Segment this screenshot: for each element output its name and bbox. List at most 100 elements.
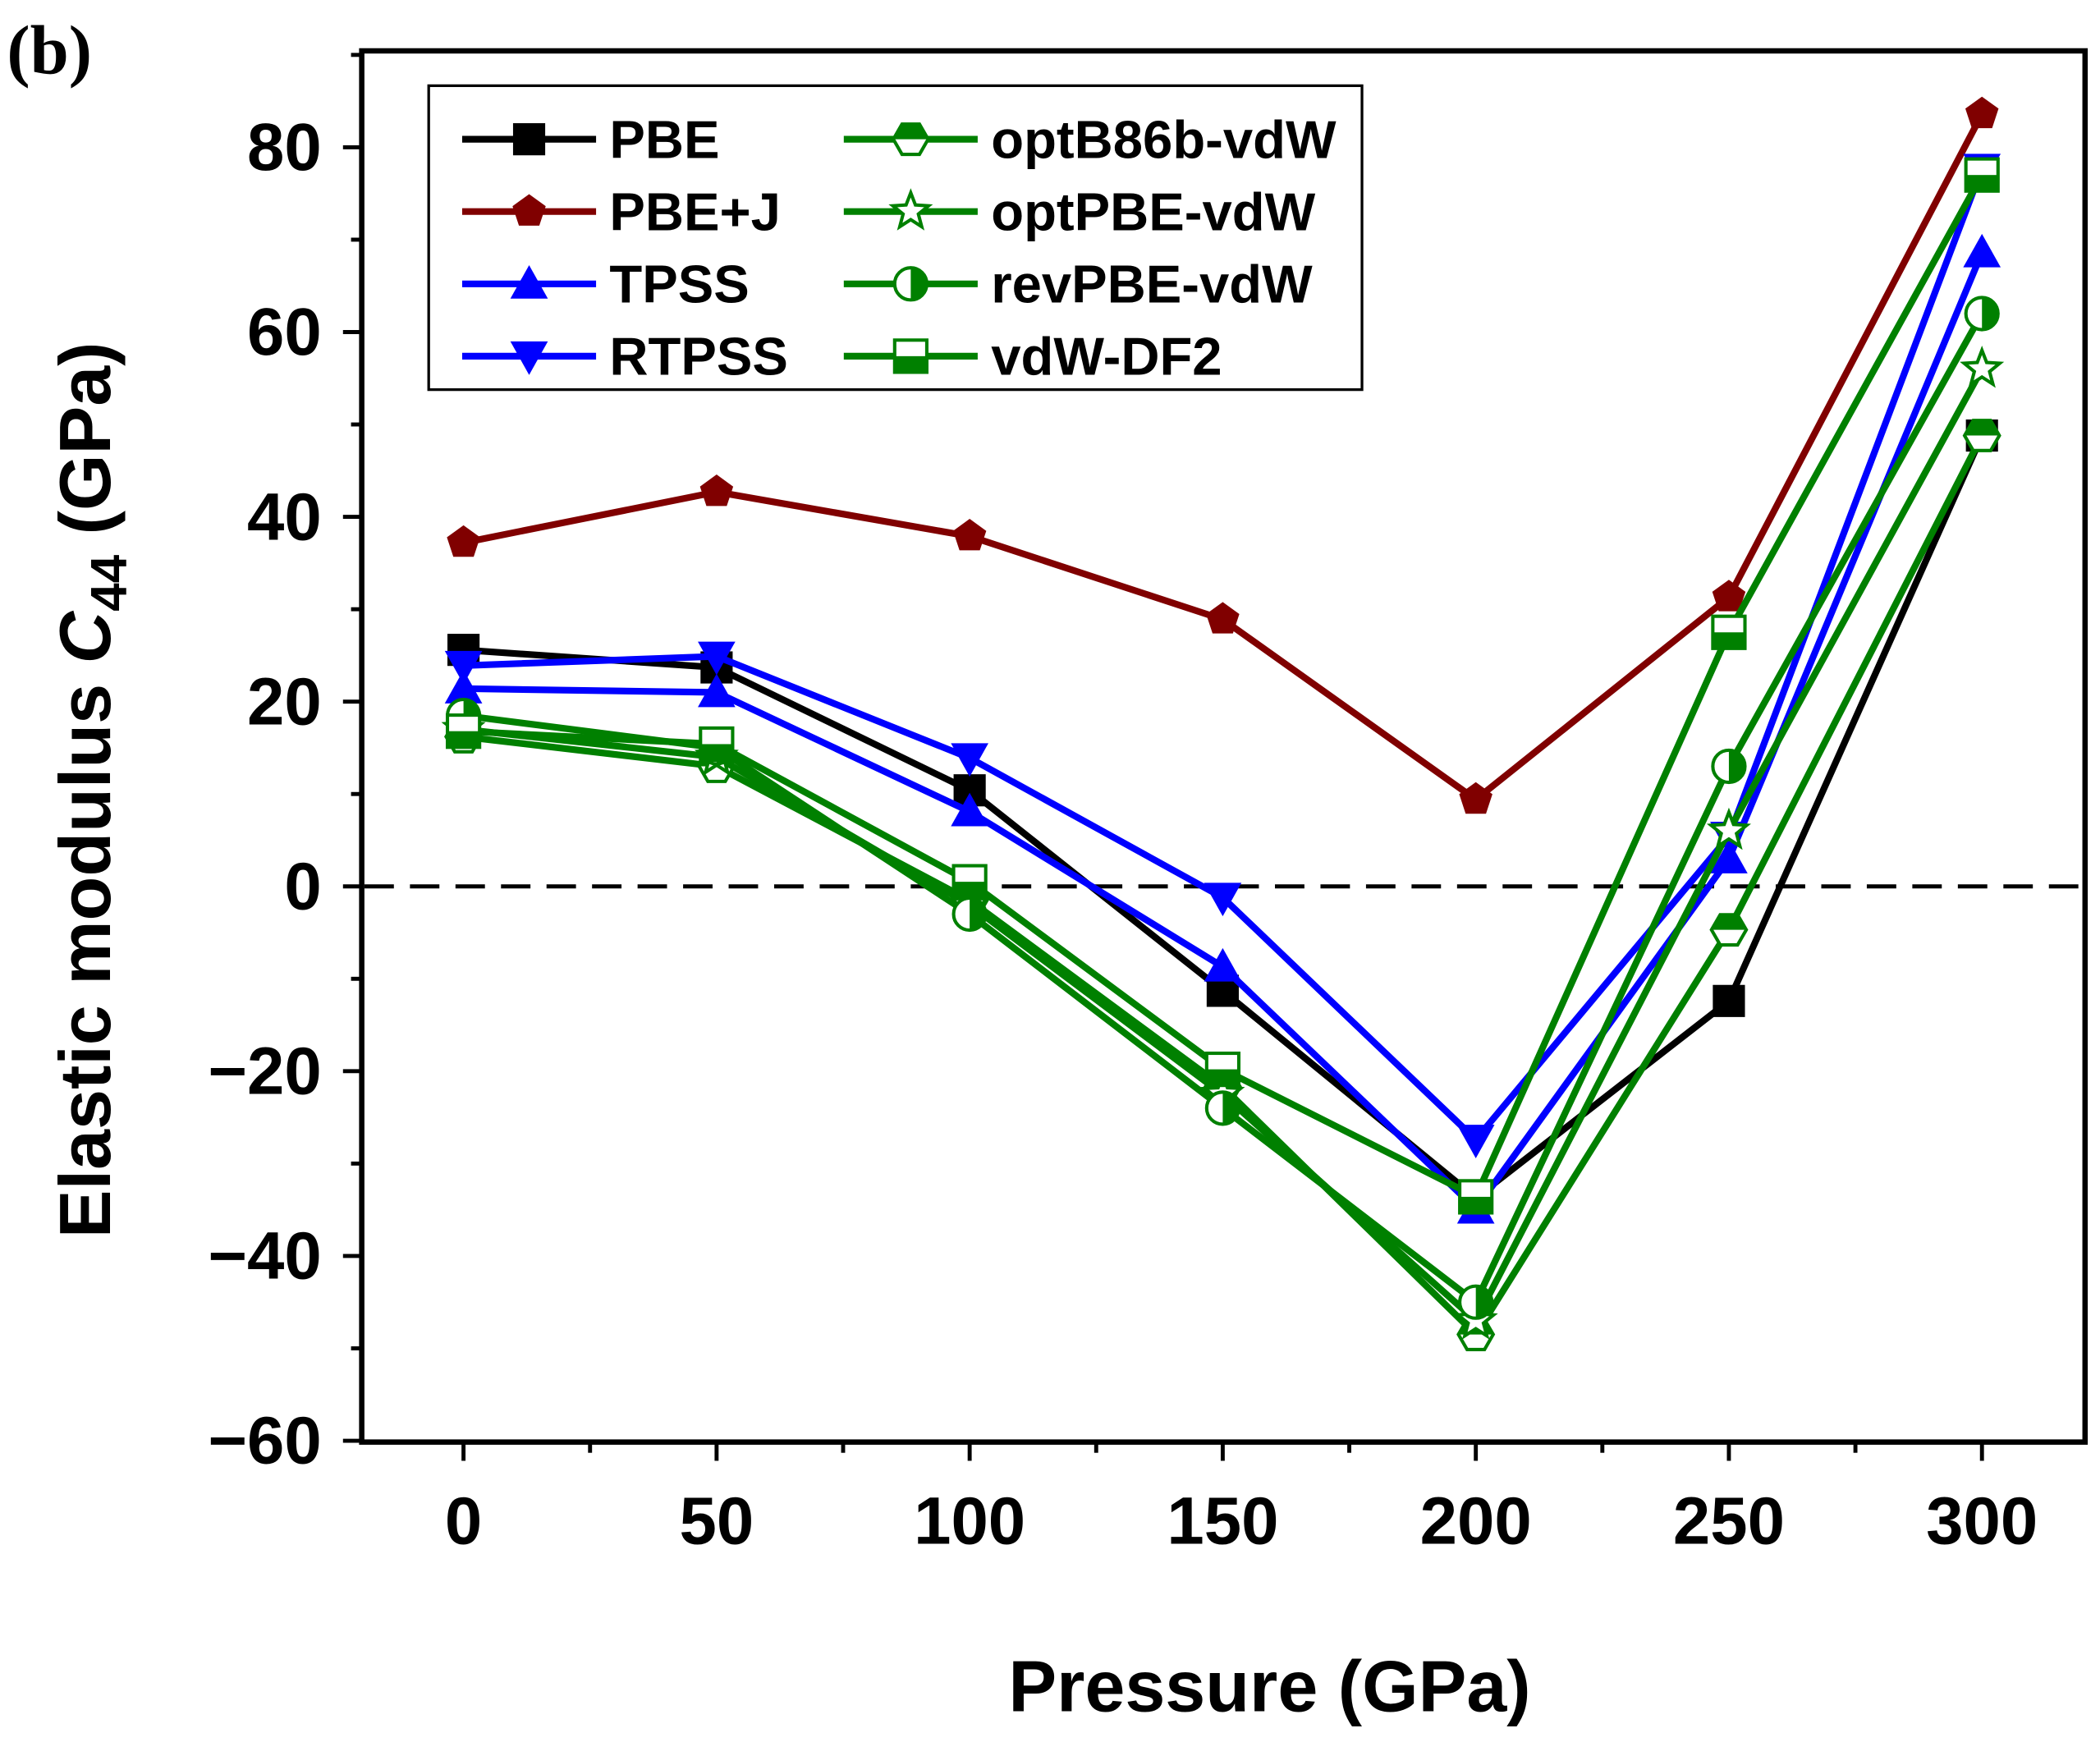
triangle-down-marker [510, 341, 548, 375]
legend-entry: TPSS [461, 254, 750, 314]
pentagon-marker [1459, 782, 1492, 814]
y-tick-label: 0 [284, 849, 321, 924]
legend-label: vdW-DF2 [991, 327, 1222, 387]
x-tick-label: 0 [445, 1484, 482, 1559]
half-circle-marker [1964, 296, 2000, 332]
marker-pentagon [1459, 782, 1492, 814]
marker-circle-fill [1982, 297, 1998, 330]
x-tick-label: 50 [680, 1484, 754, 1559]
half-hexagon-marker [1962, 419, 2001, 452]
marker-pentagon [512, 194, 546, 226]
half-circle-marker [1204, 1090, 1241, 1126]
half-circle-marker [1711, 748, 1747, 785]
x-axis-label: Pressure (GPa) [1008, 1645, 1530, 1726]
triangle-down-marker [951, 743, 988, 777]
marker-triangle-up [951, 792, 988, 827]
marker-circle-fill [1222, 1092, 1239, 1125]
marker-square-fill [1713, 632, 1745, 649]
legend-entry: vdW-DF2 [843, 327, 1222, 387]
y-tick-label: 60 [247, 295, 322, 369]
pentagon-marker [1712, 580, 1746, 612]
marker-circle-fill [910, 268, 927, 300]
half-square-marker [1458, 1179, 1494, 1215]
legend-label: optPBE-vdW [991, 182, 1315, 242]
marker-hexagon-fill [893, 124, 928, 140]
pentagon-marker [512, 194, 546, 226]
marker-pentagon [1206, 602, 1240, 634]
marker-triangle-down [1204, 882, 1242, 917]
series-pbe-j [447, 96, 1999, 814]
y-tick-label: −20 [208, 1034, 321, 1109]
star-marker [888, 188, 933, 231]
y-tick-label: 20 [247, 664, 322, 739]
legend: PBE PBE+J TPSS RTPSS optB86b-vdW optPBE-vdW re… [427, 84, 1364, 392]
y-tick-label: 40 [247, 479, 322, 554]
legend-label: revPBE-vdW [991, 254, 1313, 314]
triangle-up-marker [951, 792, 988, 827]
marker-square-fill [1965, 175, 1998, 191]
y-tick-label: 80 [247, 110, 322, 185]
legend-entry: PBE+J [461, 182, 781, 242]
marker-triangle-up [1204, 947, 1242, 982]
half-square-marker [1964, 157, 2000, 193]
legend-label: PBE [609, 109, 719, 169]
marker-square-fill [953, 882, 986, 898]
pentagon-marker [447, 525, 480, 557]
triangle-down-marker [1456, 1125, 1495, 1158]
half-square-marker [699, 726, 735, 763]
star-marker [1706, 807, 1751, 850]
half-square-marker [1204, 1051, 1241, 1088]
marker-triangle-down [1456, 1125, 1495, 1158]
series-revpbe-vdw [445, 296, 2000, 1320]
half-circle-marker [1458, 1284, 1494, 1320]
series-line [463, 367, 1985, 1327]
marker-square-fill [894, 355, 927, 373]
marker-pentagon [1965, 96, 1999, 129]
marker-triangle-up [1963, 233, 2001, 268]
marker-square-fill [447, 731, 480, 748]
star-marker [1960, 346, 2005, 388]
legend-entry: optPBE-vdW [843, 182, 1316, 242]
marker-square [1713, 984, 1745, 1017]
square-marker [512, 123, 546, 156]
marker-triangle-down [510, 341, 548, 375]
x-tick-label: 200 [1420, 1484, 1532, 1559]
pentagon-marker [699, 474, 734, 507]
marker-triangle-up [510, 264, 548, 299]
series-line [463, 312, 1985, 1308]
half-hexagon-marker [891, 122, 930, 157]
marker-circle-fill [1728, 750, 1745, 783]
triangle-down-marker [698, 641, 736, 676]
half-square-marker [1711, 614, 1747, 650]
triangle-up-marker [1710, 840, 1748, 873]
marker-star [1960, 346, 2005, 388]
marker-triangle-down [951, 743, 988, 777]
marker-square [512, 123, 546, 156]
triangle-up-marker [444, 670, 483, 704]
marker-square-fill [1460, 1196, 1492, 1213]
marker-triangle-down [698, 641, 736, 676]
marker-triangle-down [444, 650, 483, 685]
marker-square-fill [700, 744, 733, 761]
marker-pentagon [699, 474, 734, 507]
y-axis-label: Elastic modulus C44 (GPa) [44, 342, 138, 1238]
triangle-up-marker [510, 264, 548, 299]
y-tick-label: −60 [208, 1404, 321, 1478]
marker-hexagon-fill [1711, 915, 1747, 930]
x-tick-label: 100 [914, 1484, 1025, 1559]
legend-entry: PBE [461, 109, 720, 169]
half-square-marker [892, 338, 928, 374]
x-tick-label: 150 [1167, 1484, 1278, 1559]
legend-entry: revPBE-vdW [843, 254, 1313, 314]
half-circle-marker [892, 266, 928, 302]
panel-label: (b) [7, 12, 92, 89]
marker-circle-fill [970, 897, 986, 931]
legend-label: PBE+J [609, 182, 781, 242]
marker-pentagon [1712, 580, 1746, 612]
half-circle-marker [951, 896, 988, 933]
y-tick-label: −40 [208, 1219, 321, 1294]
series-tpss [444, 233, 2001, 1224]
half-hexagon-marker [1709, 913, 1749, 947]
marker-circle-fill [1475, 1286, 1492, 1318]
